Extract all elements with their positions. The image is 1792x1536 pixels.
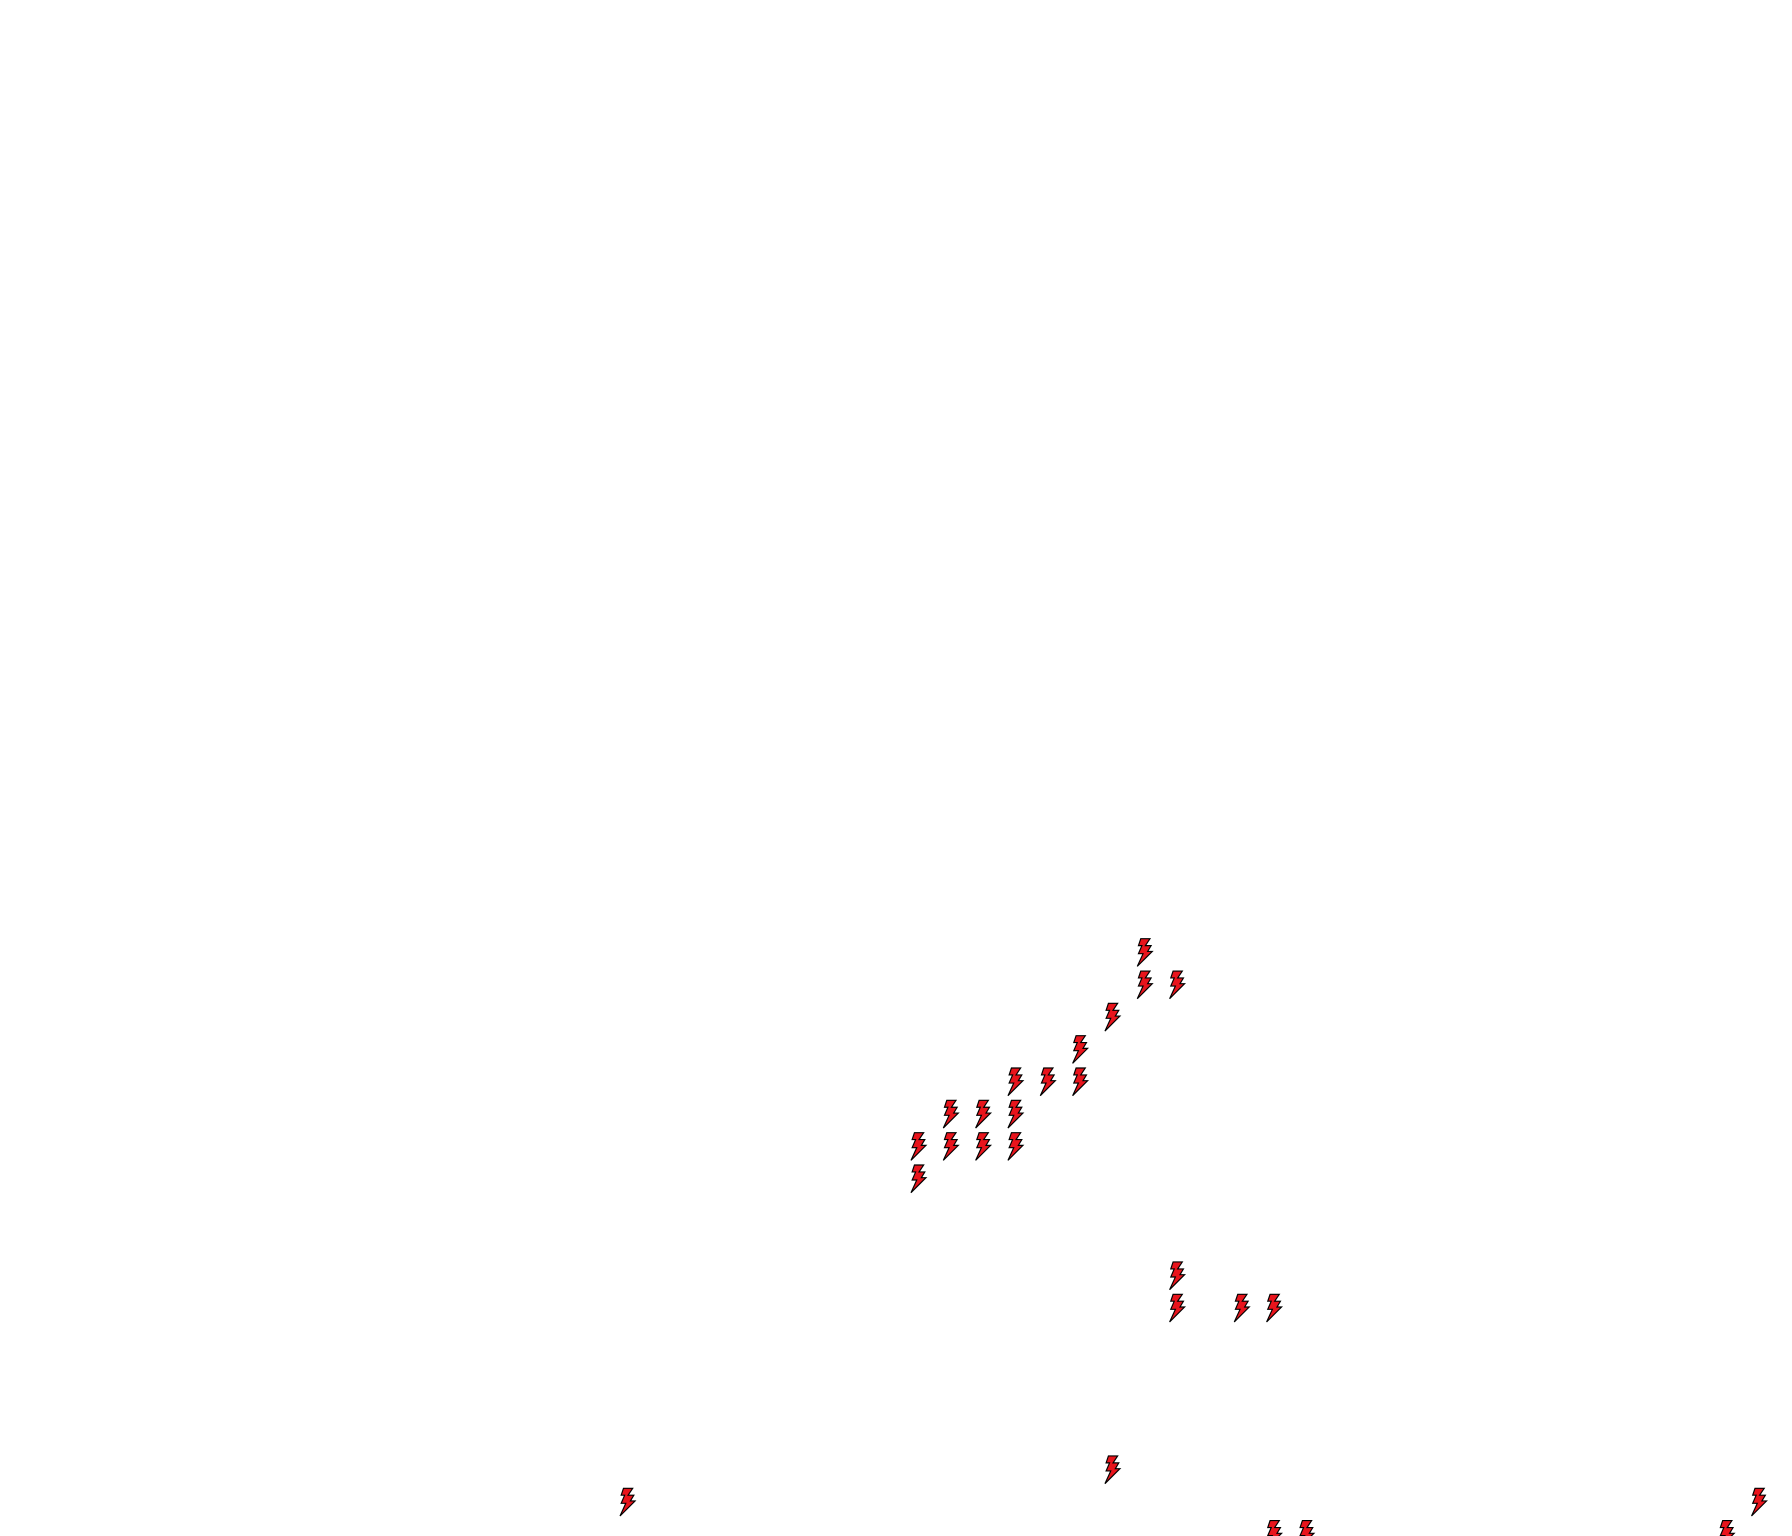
map-background <box>0 0 1792 1536</box>
map <box>0 0 1792 1536</box>
page: (() => { JSON.parse(document.getElementB… <box>0 0 1792 1536</box>
